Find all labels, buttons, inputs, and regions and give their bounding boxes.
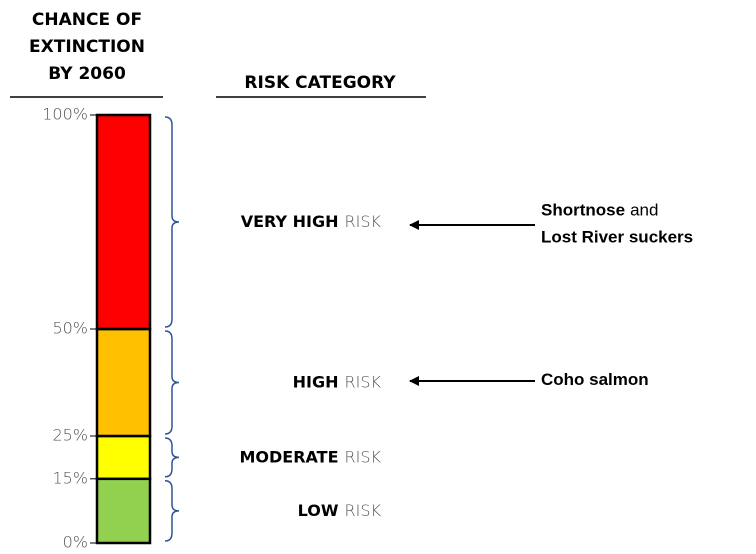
y-tick-label: 15% [52, 468, 88, 487]
annotation-regular: and [630, 201, 658, 220]
annotation-bold: Lost River suckers [541, 228, 693, 247]
risk-label: HIGH RISK [293, 372, 382, 391]
brace [164, 116, 180, 328]
segment [95, 113, 152, 331]
header-line: EXTINCTION [29, 37, 145, 57]
annotation-bold: Coho salmon [541, 370, 649, 389]
risk-word: RISK [345, 447, 382, 466]
y-tick-label: 100% [42, 105, 88, 124]
segment [95, 477, 152, 545]
risk-name: LOW [298, 500, 339, 519]
risk-name: HIGH [293, 372, 339, 391]
annotation-bold: Shortnose [541, 201, 625, 220]
y-tick-label: 25% [52, 426, 88, 445]
brace [164, 330, 180, 435]
risk-word: RISK [345, 212, 382, 231]
risk-label: MODERATE RISK [239, 447, 381, 466]
category-header: RISK CATEGORY [244, 73, 396, 93]
risk-name: VERY HIGH [241, 212, 339, 231]
header-line: BY 2060 [48, 64, 126, 84]
risk-word: RISK [345, 372, 382, 391]
annotation: Shortnose and [541, 201, 658, 220]
risk-word: RISK [345, 500, 382, 519]
annotation: Coho salmon [541, 370, 649, 389]
brace [164, 480, 180, 542]
y-tick-label: 0% [63, 533, 88, 552]
risk-name: MODERATE [239, 447, 338, 466]
segment [95, 434, 152, 481]
header-line: CHANCE OF [32, 10, 142, 30]
y-tick-label: 50% [52, 319, 88, 338]
risk-label: LOW RISK [298, 500, 382, 519]
brace [164, 437, 180, 478]
annotation: Lost River suckers [541, 228, 693, 247]
risk-label: VERY HIGH RISK [241, 212, 382, 231]
segment [95, 327, 152, 438]
